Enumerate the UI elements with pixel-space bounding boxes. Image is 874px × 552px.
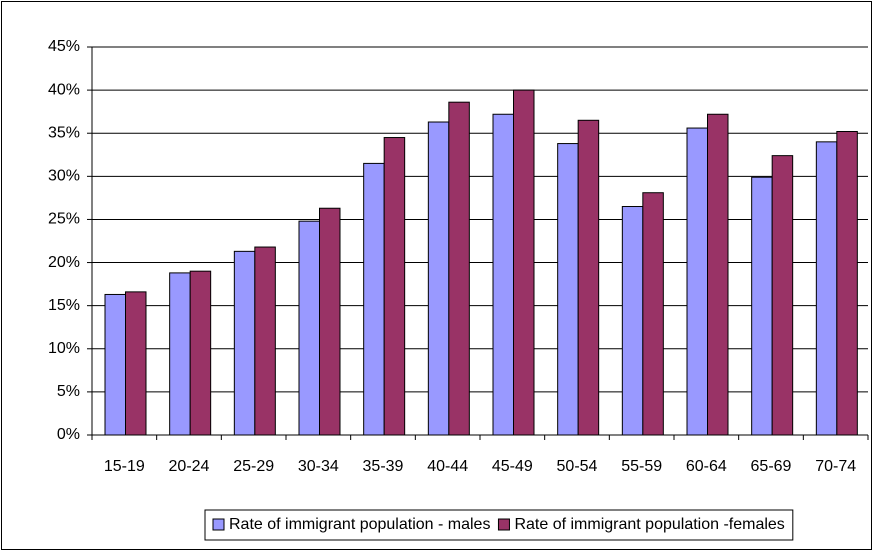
legend-label: Rate of immigrant population -females [514,516,784,533]
y-tick-label: 35% [48,124,80,141]
bar [363,162,385,436]
bar [298,220,320,436]
bar [125,291,147,436]
bar [492,113,514,436]
x-tick-label: 30-34 [298,458,339,475]
x-tick-label: 15-19 [104,458,145,475]
x-tick-label: 65-69 [751,458,792,475]
bar [427,121,450,436]
bar [686,127,708,436]
bar [513,89,535,436]
x-tick-label: 55-59 [621,458,662,475]
bar [383,137,406,436]
x-tick-label: 40-44 [427,458,468,475]
x-tick-label: 35-39 [363,458,404,475]
bar [189,270,212,436]
x-tick-label: 20-24 [169,458,210,475]
bar [233,250,256,436]
y-tick-label: 0% [57,426,80,443]
bar [815,141,838,436]
x-tick-label: 45-49 [492,458,533,475]
bar [707,113,729,436]
x-tick-label: 60-64 [686,458,727,475]
legend-swatch [212,518,225,531]
bar [319,207,341,436]
y-tick-label: 40% [48,81,80,98]
y-tick-label: 45% [48,38,80,55]
y-tick-label: 30% [48,168,80,185]
y-tick-label: 10% [48,340,80,357]
legend: Rate of immigrant population - males Rate… [204,509,794,541]
bar [621,206,644,436]
bar [771,155,794,436]
y-tick-label: 25% [48,211,80,228]
y-tick-label: 20% [48,254,80,271]
bar [642,192,664,436]
bar [751,176,773,436]
y-tick-label: 5% [57,383,80,400]
bar [448,101,470,436]
legend-swatch [497,518,510,531]
bar [557,143,579,436]
bar [254,246,276,436]
bar [836,130,858,436]
x-tick-label: 25-29 [233,458,274,475]
x-tick-label: 70-74 [815,458,856,475]
x-tick-label: 50-54 [557,458,598,475]
legend-label: Rate of immigrant population - males [229,516,490,533]
bar [577,119,600,436]
bar [104,293,126,436]
y-tick-label: 15% [48,297,80,314]
bar [169,272,191,436]
